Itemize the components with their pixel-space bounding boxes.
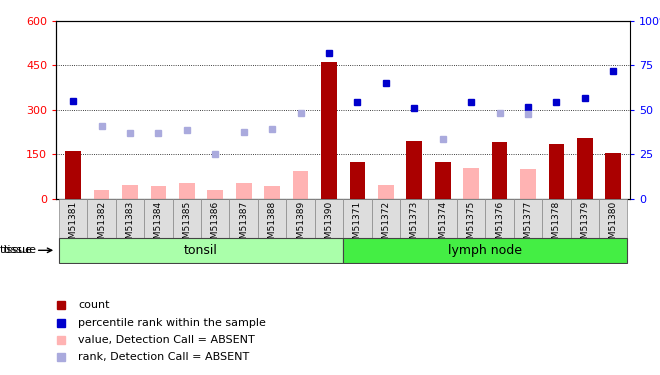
Bar (115, 21, 145, 199)
Text: value, Detection Call = ABSENT: value, Detection Call = ABSENT (78, 335, 255, 345)
Bar (571, 21, 599, 199)
Text: GSM51386: GSM51386 (211, 201, 220, 250)
Text: GSM51378: GSM51378 (552, 201, 561, 250)
Bar (236, 183, 251, 199)
Text: tonsil: tonsil (184, 244, 218, 257)
Bar (435, 162, 451, 199)
FancyBboxPatch shape (400, 199, 428, 262)
Text: percentile rank within the sample: percentile rank within the sample (78, 318, 266, 327)
Text: tissue: tissue (0, 245, 51, 255)
FancyBboxPatch shape (258, 199, 286, 262)
Bar (258, 21, 286, 199)
FancyBboxPatch shape (115, 199, 145, 262)
Text: GSM51380: GSM51380 (609, 201, 618, 250)
FancyBboxPatch shape (599, 199, 628, 262)
Text: lymph node: lymph node (448, 244, 522, 257)
Text: count: count (78, 300, 110, 310)
Bar (513, 21, 542, 199)
Bar (400, 21, 428, 199)
Bar (179, 183, 195, 199)
Text: GSM51375: GSM51375 (467, 201, 476, 250)
Bar (122, 184, 138, 199)
Bar (286, 21, 315, 199)
Bar (492, 142, 508, 199)
Text: GSM51387: GSM51387 (239, 201, 248, 250)
Text: GSM51376: GSM51376 (495, 201, 504, 250)
FancyBboxPatch shape (343, 238, 628, 263)
Bar (577, 138, 593, 199)
FancyBboxPatch shape (571, 199, 599, 262)
FancyBboxPatch shape (343, 199, 372, 262)
Text: GSM51382: GSM51382 (97, 201, 106, 250)
FancyBboxPatch shape (513, 199, 542, 262)
Bar (145, 21, 173, 199)
Bar (548, 144, 564, 199)
FancyBboxPatch shape (173, 199, 201, 262)
Bar (230, 21, 258, 199)
Bar (542, 21, 571, 199)
FancyBboxPatch shape (315, 199, 343, 262)
Text: GSM51373: GSM51373 (410, 201, 418, 250)
Bar (264, 186, 280, 199)
Bar (315, 21, 343, 199)
Bar (407, 141, 422, 199)
Text: tissue: tissue (3, 245, 36, 255)
FancyBboxPatch shape (485, 199, 513, 262)
Bar (520, 169, 536, 199)
FancyBboxPatch shape (59, 199, 87, 262)
Bar (65, 151, 81, 199)
Bar (372, 21, 400, 199)
Bar (350, 162, 365, 199)
Text: GSM51388: GSM51388 (268, 201, 277, 250)
Bar (207, 190, 223, 199)
Bar (201, 21, 230, 199)
Bar (378, 184, 393, 199)
Bar (457, 21, 485, 199)
Bar (59, 21, 87, 199)
Bar (94, 190, 110, 199)
FancyBboxPatch shape (457, 199, 485, 262)
Text: rank, Detection Call = ABSENT: rank, Detection Call = ABSENT (78, 352, 249, 362)
FancyBboxPatch shape (372, 199, 400, 262)
Text: GSM51381: GSM51381 (69, 201, 78, 250)
FancyBboxPatch shape (59, 238, 343, 263)
Text: GSM51389: GSM51389 (296, 201, 305, 250)
Text: GSM51374: GSM51374 (438, 201, 447, 250)
FancyBboxPatch shape (542, 199, 571, 262)
Bar (321, 62, 337, 199)
Bar (173, 21, 201, 199)
Text: GSM51383: GSM51383 (125, 201, 135, 250)
Bar (87, 21, 116, 199)
FancyBboxPatch shape (145, 199, 173, 262)
FancyBboxPatch shape (201, 199, 230, 262)
FancyBboxPatch shape (230, 199, 258, 262)
FancyBboxPatch shape (428, 199, 457, 262)
Bar (485, 21, 513, 199)
Text: GSM51372: GSM51372 (381, 201, 390, 250)
Text: GSM51385: GSM51385 (182, 201, 191, 250)
Bar (428, 21, 457, 199)
Text: GSM51371: GSM51371 (353, 201, 362, 250)
Text: GSM51377: GSM51377 (523, 201, 533, 250)
Text: GSM51379: GSM51379 (580, 201, 589, 250)
Bar (463, 168, 479, 199)
Text: GSM51390: GSM51390 (325, 201, 333, 250)
Bar (599, 21, 628, 199)
Bar (293, 171, 308, 199)
Bar (343, 21, 372, 199)
Bar (605, 153, 621, 199)
FancyBboxPatch shape (87, 199, 116, 262)
Text: GSM51384: GSM51384 (154, 201, 163, 250)
Bar (150, 186, 166, 199)
FancyBboxPatch shape (286, 199, 315, 262)
